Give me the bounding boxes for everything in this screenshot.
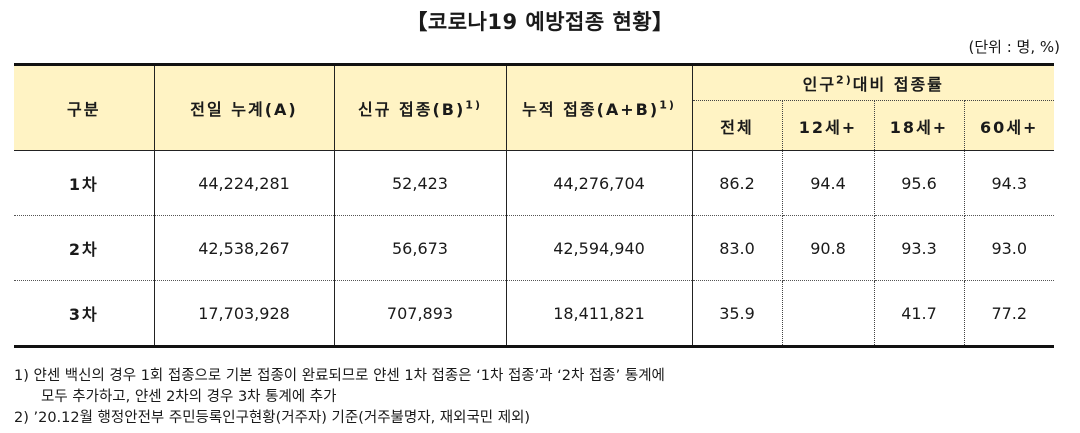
cell-rate-12plus [782,280,875,348]
cell-cum: 44,276,704 [506,150,693,216]
header-rate-18plus: 18세+ [874,100,965,151]
cell-rate-12plus: 94.4 [782,150,875,216]
row-label: 1차 [14,150,155,216]
cell-rate-total: 83.0 [692,215,783,281]
header-cumulative-sup: 1) [659,98,676,112]
cell-prev: 17,703,928 [154,280,335,348]
unit-label: (단위 : 명, %) [968,38,1060,56]
footnote-1: 1) 얀센 백신의 경우 1회 접종으로 기본 접종이 완료되므로 얀센 1차 … [14,368,665,384]
cell-rate-60plus: 77.2 [964,280,1054,348]
table-row: 3차 17,703,928 707,893 18,411,821 35.9 41… [14,280,1054,348]
footnotes: 1) 얀센 백신의 경우 1회 접종으로 기본 접종이 완료되므로 얀센 1차 … [14,366,665,429]
row-label: 2차 [14,215,155,281]
table-title: 【코로나19 예방접종 현황】 [406,10,674,34]
cell-rate-60plus: 94.3 [964,150,1054,216]
footnote-1-continued: 모두 추가하고, 얀센 2차의 경우 3차 통계에 추가 [41,389,337,405]
header-new-vacc-label: 신규 접종(B) [358,100,466,119]
cell-rate-60plus: 93.0 [964,215,1054,281]
cell-prev: 44,224,281 [154,150,335,216]
header-cumulative: 누적 접종(A+B)1) [506,63,693,151]
cell-rate-18plus: 93.3 [874,215,965,281]
cell-new: 52,423 [334,150,507,216]
cell-rate-total: 35.9 [692,280,783,348]
header-rate-group-b: 대비 접종률 [852,75,944,94]
cell-rate-total: 86.2 [692,150,783,216]
cell-prev: 42,538,267 [154,215,335,281]
header-new-vacc: 신규 접종(B)1) [334,63,507,151]
header-rate-60plus: 60세+ [964,100,1054,151]
cell-rate-18plus: 41.7 [874,280,965,348]
cell-rate-12plus: 90.8 [782,215,875,281]
cell-cum: 42,594,940 [506,215,693,281]
header-rate-group: 인구2)대비 접종률 [692,63,1054,101]
cell-new: 56,673 [334,215,507,281]
vaccination-table: 구분 전일 누계(A) 신규 접종(B)1) 누적 접종(A+B)1) 인구2)… [14,63,1054,348]
header-rate-total: 전체 [692,100,783,151]
table-row: 2차 42,538,267 56,673 42,594,940 83.0 90.… [14,215,1054,281]
cell-cum: 18,411,821 [506,280,693,348]
header-category: 구분 [14,63,155,151]
header-rate-12plus: 12세+ [782,100,875,151]
footnote-2: 2) ’20.12월 행정안전부 주민등록인구현황(거주자) 기준(거주불명자,… [14,410,531,426]
header-rate-group-sup: 2) [836,73,853,87]
cell-rate-18plus: 95.6 [874,150,965,216]
table-row: 1차 44,224,281 52,423 44,276,704 86.2 94.… [14,150,1054,216]
header-new-vacc-sup: 1) [465,98,482,112]
header-prev-cumulative: 전일 누계(A) [154,63,335,151]
row-label: 3차 [14,280,155,348]
header-rate-group-a: 인구 [802,75,837,94]
cell-new: 707,893 [334,280,507,348]
header-cumulative-label: 누적 접종(A+B) [522,100,660,119]
